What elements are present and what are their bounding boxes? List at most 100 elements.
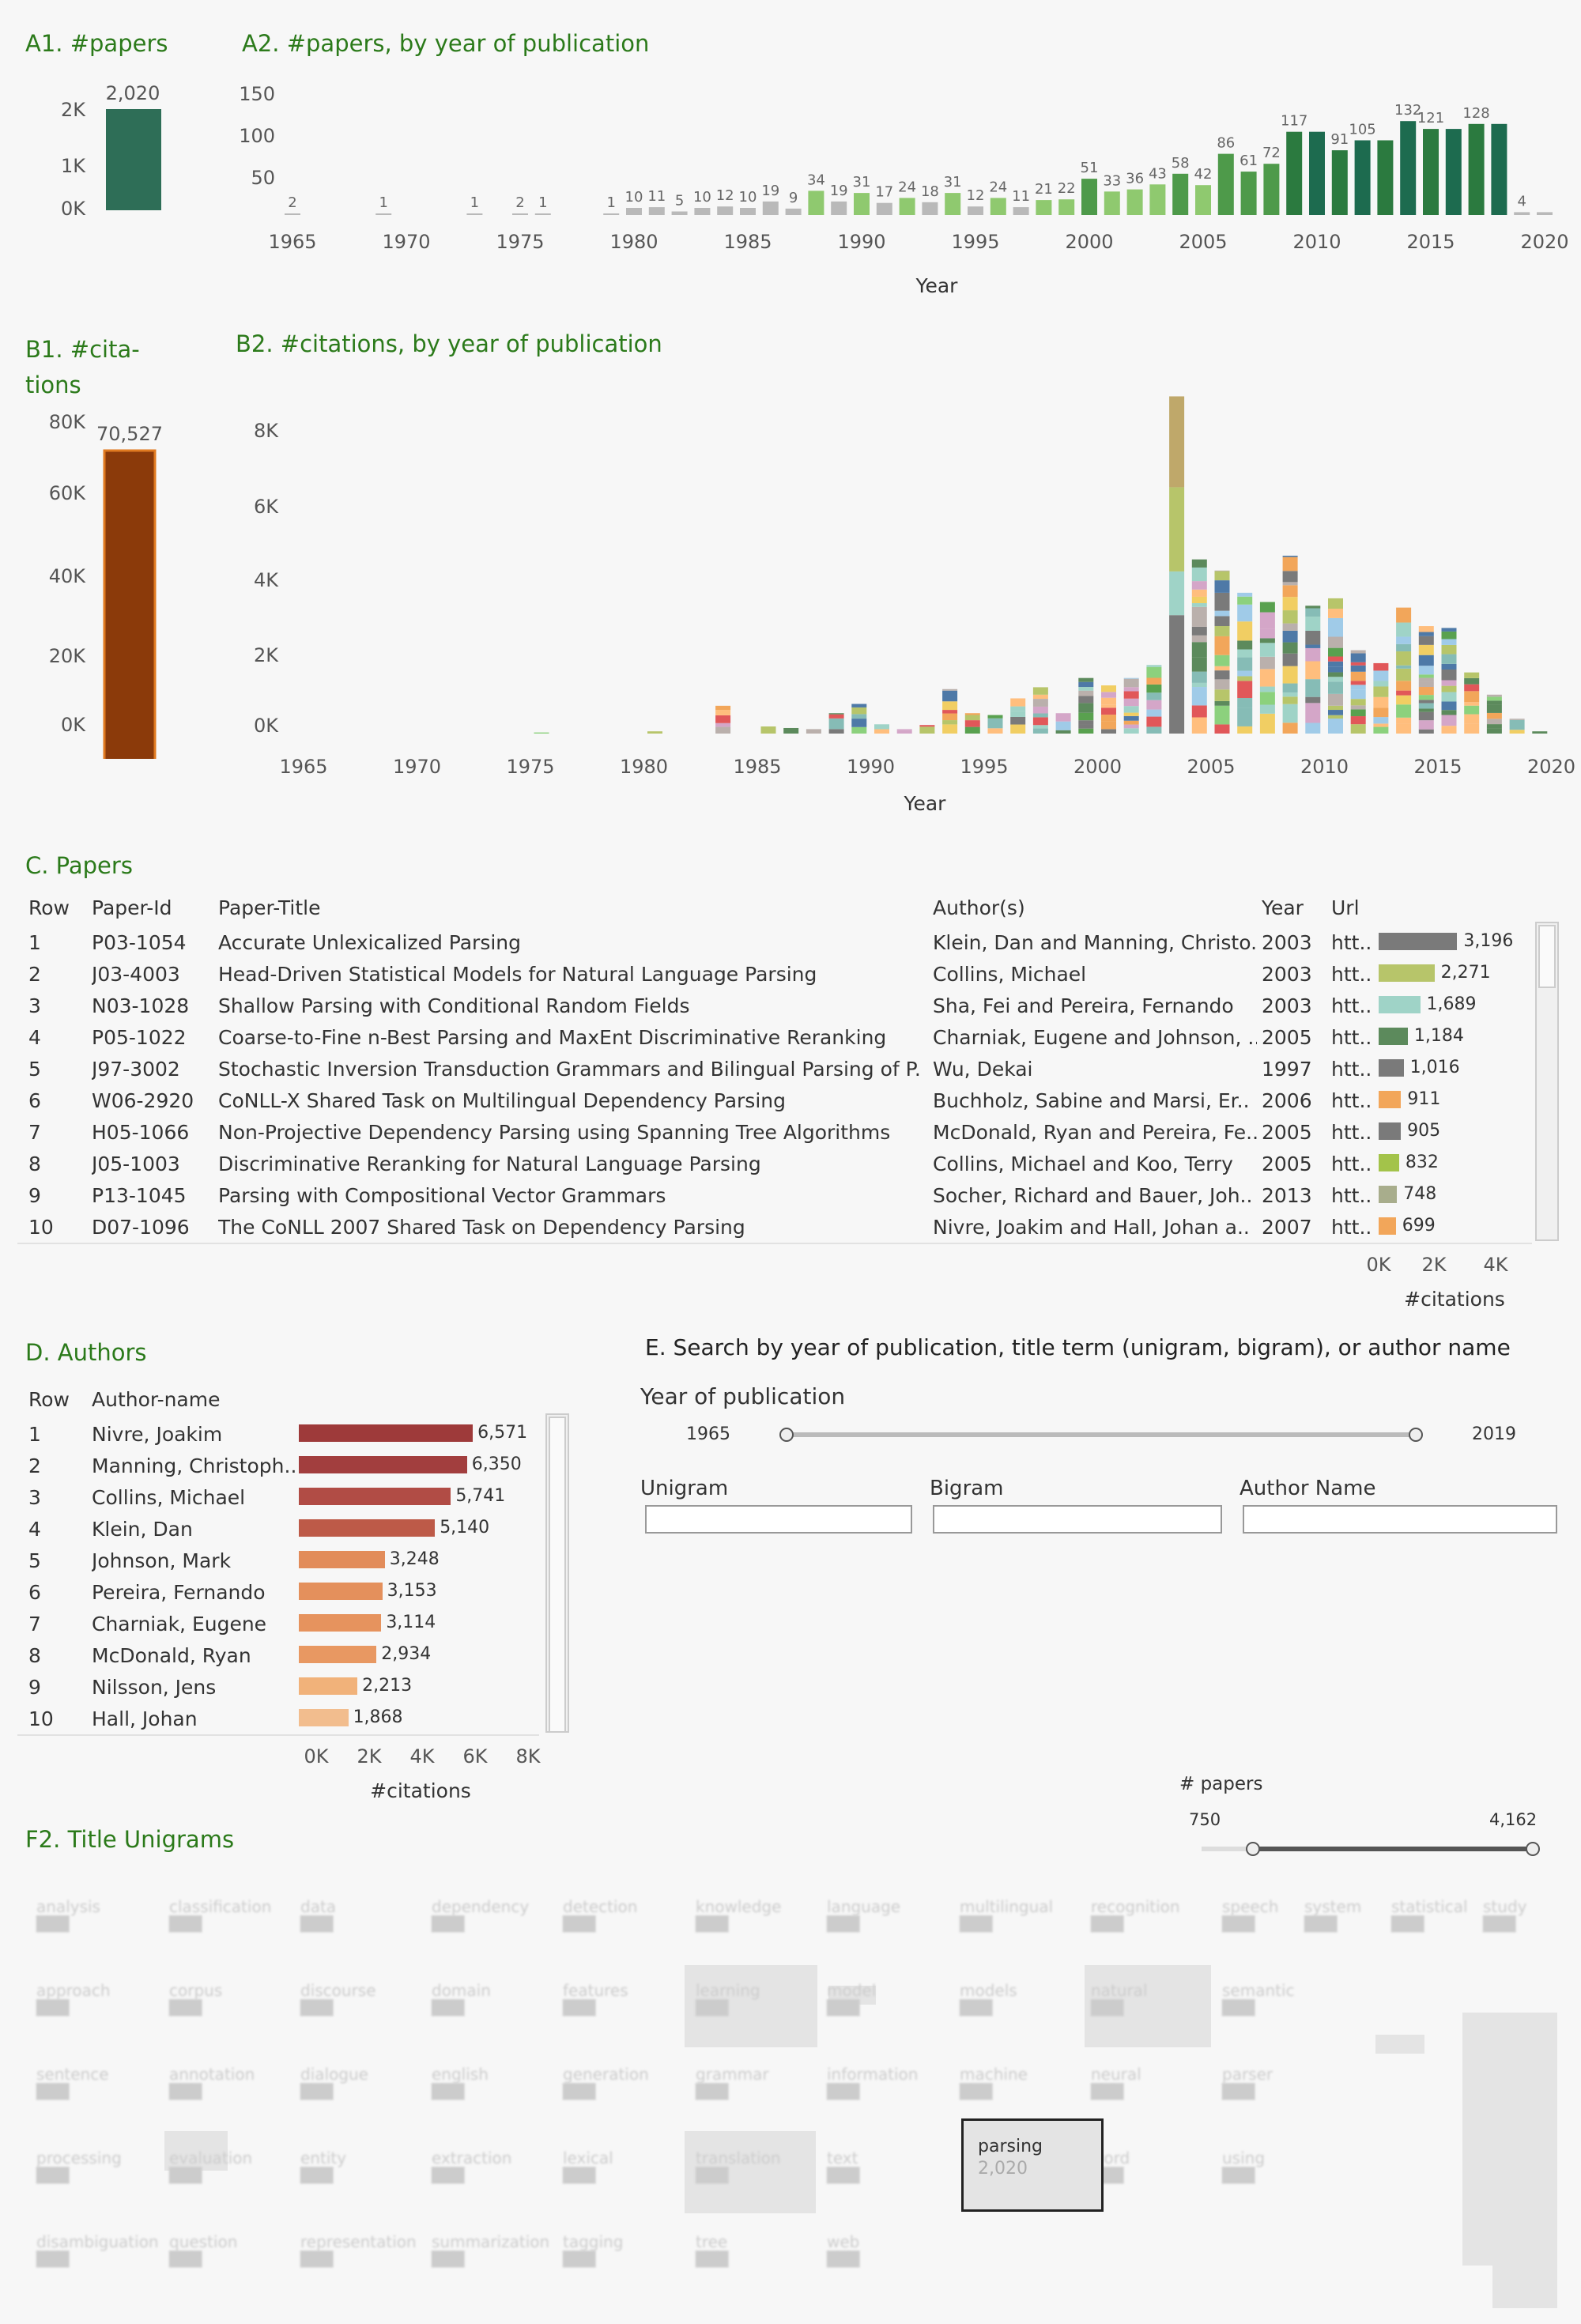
- b2-bar-segment[interactable]: [1078, 728, 1094, 734]
- b2-bar-segment[interactable]: [1373, 707, 1389, 718]
- treemap-label[interactable]: language: [827, 1897, 901, 1916]
- b2-bar-segment[interactable]: [1373, 696, 1389, 708]
- b2-bar-segment[interactable]: [942, 701, 958, 711]
- b2-bar-segment[interactable]: [1078, 720, 1094, 725]
- b2-bar-segment[interactable]: [1373, 670, 1389, 681]
- b2-bar-segment[interactable]: [1259, 612, 1275, 629]
- b2-bar-segment[interactable]: [1418, 729, 1434, 734]
- papers-scroll-thumb[interactable]: [1538, 925, 1556, 988]
- paper-url[interactable]: htt..: [1331, 1089, 1372, 1112]
- a2-bar[interactable]: [876, 202, 892, 215]
- b2-bar-segment[interactable]: [1214, 571, 1230, 581]
- b2-bar-segment[interactable]: [851, 719, 867, 727]
- b2-bar-segment[interactable]: [715, 705, 731, 711]
- b2-bar-segment[interactable]: [1078, 681, 1094, 688]
- b2-bar-segment[interactable]: [1464, 684, 1480, 692]
- treemap-label[interactable]: parser: [1222, 2065, 1273, 2084]
- papers-filter-max-handle[interactable]: [1526, 1842, 1540, 1856]
- b2-bar-segment[interactable]: [1214, 570, 1230, 572]
- b2-bar-segment[interactable]: [1123, 706, 1139, 713]
- b2-bar-segment[interactable]: [1191, 635, 1207, 643]
- b2-bar-segment[interactable]: [534, 732, 549, 734]
- col-header-author-name[interactable]: Author-name: [92, 1388, 221, 1411]
- b2-bar-segment[interactable]: [1237, 640, 1253, 650]
- b2-bar-segment[interactable]: [1486, 694, 1502, 697]
- year-slider-track[interactable]: [787, 1432, 1415, 1437]
- b2-bar-segment[interactable]: [964, 720, 980, 727]
- b2-bar-segment[interactable]: [1441, 715, 1457, 726]
- a2-bar[interactable]: [1286, 131, 1303, 215]
- treemap-label[interactable]: approach: [36, 1981, 111, 2000]
- b2-bar-segment[interactable]: [987, 728, 1003, 734]
- b2-bar-segment[interactable]: [1010, 724, 1026, 734]
- a2-bar[interactable]: [375, 213, 392, 215]
- b2-bar-segment[interactable]: [1032, 728, 1048, 734]
- treemap-label[interactable]: learning: [696, 1981, 760, 2000]
- b2-bar-segment[interactable]: [1418, 681, 1434, 688]
- b2-bar-segment[interactable]: [851, 707, 867, 715]
- b1-bar[interactable]: [103, 449, 157, 759]
- b2-bar-segment[interactable]: [1214, 670, 1230, 680]
- b2-bar-segment[interactable]: [919, 726, 935, 734]
- b2-bar-segment[interactable]: [1305, 630, 1321, 645]
- b2-bar-segment[interactable]: [987, 715, 1003, 719]
- b2-bar-segment[interactable]: [1328, 617, 1343, 637]
- a2-bar[interactable]: [534, 213, 551, 215]
- a2-bar[interactable]: [626, 208, 642, 215]
- authors-scroll-thumb[interactable]: [549, 1417, 566, 1733]
- b2-bar-segment[interactable]: [1328, 656, 1343, 662]
- b2-bar-segment[interactable]: [1191, 657, 1207, 672]
- b2-bar-segment[interactable]: [1532, 731, 1548, 734]
- table-row[interactable]: 10 D07-1096 The CoNLL 2007 Shared Task on …: [17, 1211, 1532, 1244]
- table-row[interactable]: 9 P13-1045 Parsing with Compositional Vect…: [17, 1179, 1532, 1213]
- b2-bar-segment[interactable]: [942, 690, 958, 702]
- b2-bar-segment[interactable]: [1396, 651, 1412, 666]
- b2-bar-segment[interactable]: [1373, 662, 1389, 671]
- b2-bar-segment[interactable]: [1259, 686, 1275, 692]
- b2-bar-segment[interactable]: [828, 729, 844, 734]
- b2-bar-segment[interactable]: [828, 714, 844, 719]
- b2-bar-segment[interactable]: [1328, 693, 1343, 706]
- b2-bar-segment[interactable]: [1101, 704, 1116, 708]
- b2-bar-segment[interactable]: [1396, 690, 1412, 696]
- a2-bar[interactable]: [808, 191, 824, 215]
- b2-bar-segment[interactable]: [1350, 671, 1366, 681]
- b2-bar-segment[interactable]: [1123, 724, 1139, 729]
- a2-bar[interactable]: [512, 213, 528, 215]
- table-row[interactable]: 7 H05-1066 Non-Projective Dependency Parsi…: [17, 1116, 1532, 1149]
- papers-filter-range[interactable]: [1254, 1847, 1534, 1851]
- treemap-label[interactable]: entity: [300, 2149, 347, 2167]
- b2-bar-segment[interactable]: [1328, 681, 1343, 694]
- unigram-input[interactable]: [645, 1505, 912, 1534]
- list-item[interactable]: 4 Klein, Dan 5,140: [17, 1513, 539, 1546]
- b2-bar-segment[interactable]: [1396, 643, 1412, 652]
- b2-bar-segment[interactable]: [647, 731, 662, 734]
- b2-bar-segment[interactable]: [1237, 681, 1253, 699]
- b2-bar-segment[interactable]: [1169, 487, 1185, 572]
- b2-bar-segment[interactable]: [1396, 723, 1412, 734]
- b2-bar-segment[interactable]: [1350, 689, 1366, 700]
- b2-bar-segment[interactable]: [1191, 603, 1207, 607]
- b2-bar-segment[interactable]: [1305, 661, 1321, 680]
- a2-bar[interactable]: [990, 198, 1006, 215]
- b2-bar-segment[interactable]: [1305, 703, 1321, 723]
- b2-bar-segment[interactable]: [715, 726, 731, 734]
- a2-bar[interactable]: [740, 208, 756, 215]
- a2-bar[interactable]: [1445, 129, 1462, 215]
- treemap-label[interactable]: discourse: [300, 1981, 376, 2000]
- a2-bar[interactable]: [1149, 184, 1166, 215]
- a2-bar[interactable]: [1172, 173, 1189, 215]
- b2-bar-segment[interactable]: [1214, 626, 1230, 636]
- a2-bar[interactable]: [1400, 121, 1417, 215]
- a2-bar[interactable]: [1491, 123, 1507, 215]
- treemap-label[interactable]: speech: [1222, 1897, 1279, 1916]
- treemap-label[interactable]: models: [960, 1981, 1017, 2000]
- b2-bar-segment[interactable]: [1441, 628, 1457, 632]
- treemap-label[interactable]: semantic: [1222, 1981, 1295, 2000]
- b2-bar-segment[interactable]: [1464, 723, 1480, 734]
- b2-bar-segment[interactable]: [1418, 695, 1434, 700]
- b2-bar-segment[interactable]: [1214, 655, 1230, 666]
- treemap-cell[interactable]: [685, 1965, 817, 2047]
- b2-bar-segment[interactable]: [1418, 644, 1434, 655]
- a2-bar[interactable]: [762, 201, 779, 215]
